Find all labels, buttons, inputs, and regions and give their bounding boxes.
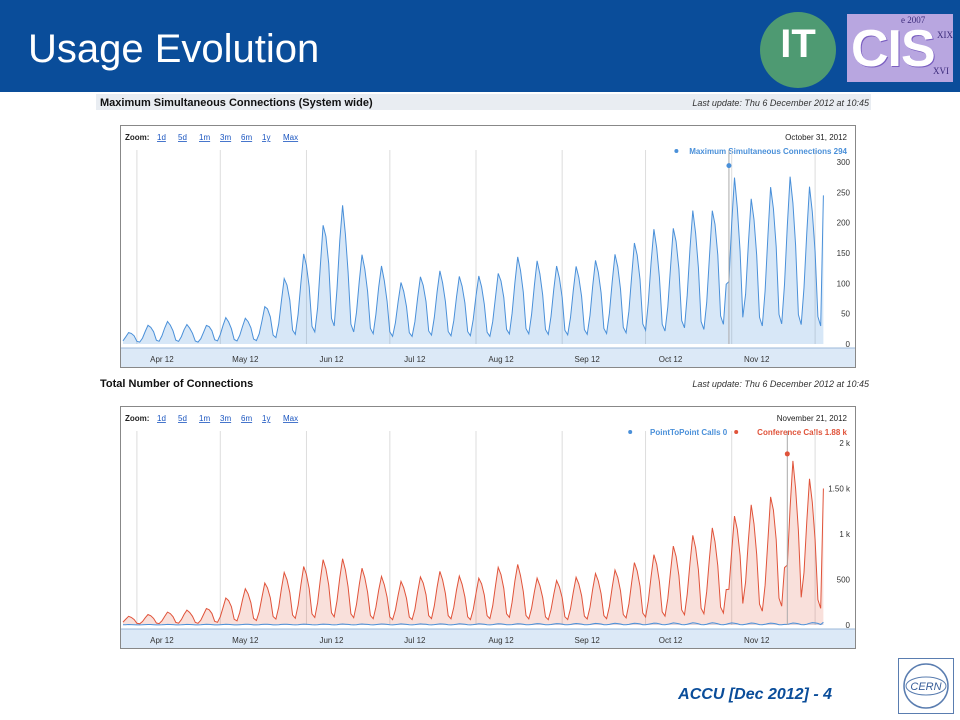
- y-tick-label: 200: [837, 219, 851, 228]
- y-tick-label: 300: [837, 158, 851, 167]
- peak-marker: [784, 451, 790, 457]
- y-tick-label: 250: [837, 188, 851, 197]
- x-tick-label: Oct 12: [659, 636, 683, 645]
- y-tick-label: 2 k: [839, 439, 851, 448]
- zoom-option-Max[interactable]: Max: [283, 414, 298, 423]
- zoom-option-1m[interactable]: 1m: [199, 414, 210, 423]
- x-tick-label: Aug 12: [488, 355, 514, 364]
- zoom-option-6m[interactable]: 6m: [241, 414, 252, 423]
- cern-logo-icon: CERN: [903, 663, 949, 709]
- date-readout: November 21, 2012: [777, 414, 848, 423]
- x-tick-label: May 12: [232, 355, 259, 364]
- y-tick-label: 100: [837, 279, 851, 288]
- legend-marker: [674, 149, 679, 153]
- zoom-option-1m[interactable]: 1m: [199, 133, 210, 142]
- series-line-1: [122, 621, 824, 626]
- zoom-option-3m[interactable]: 3m: [220, 133, 231, 142]
- chart-title: Maximum Simultaneous Connections (System…: [100, 97, 373, 109]
- zoom-option-1y[interactable]: 1y: [262, 133, 270, 142]
- zoom-option-6m[interactable]: 6m: [241, 133, 252, 142]
- zoom-option-1y[interactable]: 1y: [262, 414, 270, 423]
- series-line-0: [122, 460, 824, 625]
- series-area-0: [123, 176, 824, 344]
- zoom-option-5d[interactable]: 5d: [178, 133, 187, 142]
- legend-entry: Conference Calls 1.88 k: [757, 428, 847, 437]
- series-area-0: [123, 460, 824, 625]
- x-tick-label: Nov 12: [744, 636, 770, 645]
- x-tick-label: Jul 12: [404, 355, 426, 364]
- chart-frame-1: Zoom: 1d 5d 1m 3m 6m 1y Max October 31, 2012 Maxi…: [120, 125, 856, 368]
- series-line-0: [122, 176, 824, 343]
- peak-marker: [726, 163, 732, 169]
- last-update-text: Last update: Thu 6 December 2012 at 10:4…: [692, 379, 869, 389]
- cis-logo-text: CIS: [851, 20, 936, 78]
- cis-logo: e 2007 XIX XVI CIS: [847, 14, 953, 82]
- last-update-text: Last update: Thu 6 December 2012 at 10:4…: [692, 98, 869, 108]
- cis-logo-decoration: XVI: [933, 66, 949, 76]
- zoom-option-1d[interactable]: 1d: [157, 133, 166, 142]
- chart-max-simultaneous-connections: Zoom: 1d 5d 1m 3m 6m 1y Max October 31, 2012 Maxi…: [121, 133, 855, 367]
- cern-logo: CERN: [898, 658, 954, 714]
- date-readout: October 31, 2012: [785, 133, 847, 142]
- navigator-band: [121, 629, 855, 648]
- legend-entry: Maximum Simultaneous Connections 294: [689, 147, 847, 156]
- svg-text:CERN: CERN: [910, 681, 941, 693]
- zoom-label: Zoom:: [125, 133, 149, 142]
- x-tick-label: Jun 12: [319, 355, 344, 364]
- chart-total-connections: Zoom: 1d 5d 1m 3m 6m 1y Max November 21, 2012 Con…: [121, 414, 855, 648]
- chart-panel-connections: Maximum Simultaneous Connections (System…: [96, 94, 871, 374]
- panel-title-bar: [96, 94, 871, 110]
- cis-logo-decoration: e 2007: [901, 15, 926, 25]
- x-tick-label: Sep 12: [575, 355, 601, 364]
- chart-frame-2: Zoom: 1d 5d 1m 3m 6m 1y Max November 21, 2012 Con…: [120, 406, 856, 649]
- zoom-label: Zoom:: [125, 414, 149, 423]
- zoom-option-3m[interactable]: 3m: [220, 414, 231, 423]
- x-tick-label: Apr 12: [150, 636, 174, 645]
- y-tick-label: 1 k: [839, 530, 851, 539]
- slide-title: Usage Evolution: [28, 27, 320, 71]
- zoom-option-Max[interactable]: Max: [283, 133, 298, 142]
- legend-marker: [734, 430, 739, 434]
- x-tick-label: Jul 12: [404, 636, 426, 645]
- y-tick-label: 0: [846, 621, 851, 630]
- x-tick-label: Aug 12: [488, 636, 514, 645]
- y-tick-label: 50: [841, 310, 850, 319]
- chart-title: Total Number of Connections: [100, 378, 254, 390]
- cis-logo-decoration: XIX: [937, 30, 953, 40]
- x-tick-label: Apr 12: [150, 355, 174, 364]
- y-tick-label: 150: [837, 249, 851, 258]
- x-tick-label: Nov 12: [744, 355, 770, 364]
- navigator-band: [121, 348, 855, 367]
- x-tick-label: Oct 12: [659, 355, 683, 364]
- zoom-option-5d[interactable]: 5d: [178, 414, 187, 423]
- x-tick-label: May 12: [232, 636, 259, 645]
- it-logo: IT: [760, 12, 836, 88]
- slide-footer: ACCU [Dec 2012] - 4: [678, 686, 832, 703]
- x-tick-label: Sep 12: [575, 636, 601, 645]
- chart-panel-total: Total Number of Connections Last update:…: [96, 376, 871, 396]
- x-tick-label: Jun 12: [319, 636, 344, 645]
- zoom-option-1d[interactable]: 1d: [157, 414, 166, 423]
- y-tick-label: 500: [837, 576, 851, 585]
- slide-header: Usage Evolution IT e 2007 XIX XVI CIS: [0, 0, 960, 92]
- y-tick-label: 1.50 k: [828, 485, 851, 494]
- legend-entry: PointToPoint Calls 0: [650, 428, 728, 437]
- legend-marker: [628, 430, 633, 434]
- y-tick-label: 0: [846, 340, 851, 349]
